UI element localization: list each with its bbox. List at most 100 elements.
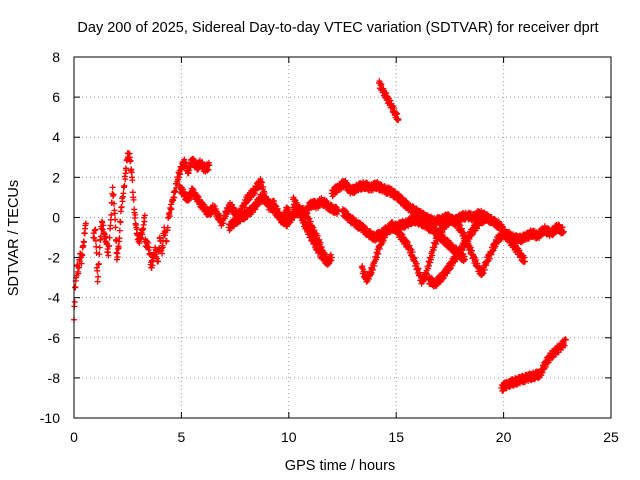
data-point-interp [411, 255, 418, 262]
data-point [146, 244, 153, 251]
data-point-interp [387, 97, 394, 104]
data-point [105, 252, 112, 259]
data-point-interp [416, 269, 423, 276]
data-point-interp [130, 196, 137, 203]
data-point-interp [136, 240, 143, 247]
data-point-interp [228, 201, 235, 208]
y-tick-label: 6 [52, 89, 60, 105]
data-point-interp [241, 204, 248, 211]
data-point-interp [145, 239, 152, 246]
data-point-interp [108, 211, 115, 218]
data-point-interp [81, 239, 88, 246]
data-point-interp [469, 231, 476, 238]
data-point-interp [112, 224, 119, 231]
data-point-interp [516, 247, 523, 254]
data-point-interp [341, 207, 348, 214]
data-point-interp [310, 224, 317, 231]
data-point-interp [92, 237, 99, 244]
data-point [141, 212, 148, 219]
data-point-interp [260, 184, 267, 191]
data-point-interp [467, 244, 474, 251]
data-point-interp [199, 158, 206, 165]
data-point-interp [409, 249, 416, 256]
data-point-interp [535, 374, 542, 381]
data-point-interp [233, 220, 240, 227]
x-tick-labels: 0 5 10 15 20 25 [70, 429, 619, 445]
data-point-interp [259, 179, 266, 186]
data-point-interp [106, 243, 113, 250]
data-point-interp [241, 216, 248, 223]
y-tick-labels: 8 6 4 2 0 -2 -4 -6 -8 -10 [40, 49, 60, 426]
y-tick-label: 0 [52, 209, 60, 225]
data-point-interp [491, 215, 498, 222]
data-point-interp [122, 176, 129, 183]
data-point-interp [404, 239, 411, 246]
chart-title: Day 200 of 2025, Sidereal Day-to-day VTE… [77, 20, 598, 36]
data-point-interp [499, 388, 506, 395]
data-point-interp [349, 214, 356, 221]
data-point-interp [116, 235, 123, 242]
data-point-interp [511, 239, 518, 246]
x-tick-label: 20 [496, 429, 512, 445]
data-point-interp [482, 211, 489, 218]
series-arc6 [290, 194, 331, 267]
data-point-interp [439, 229, 446, 236]
x-tick-label: 0 [70, 429, 78, 445]
data-point-interp [327, 251, 334, 258]
data-point-interp [159, 244, 166, 251]
data-point-interp [561, 342, 568, 349]
data-point-interp [394, 110, 401, 117]
data-point-interp [351, 189, 358, 196]
data-point-interp [185, 170, 192, 177]
data-point-interp [559, 224, 566, 231]
data-point-interp [297, 209, 304, 216]
data-point-interp [375, 250, 382, 257]
data-point-interp [164, 224, 171, 231]
data-point-interp [163, 237, 170, 244]
y-tick-label: -6 [48, 330, 61, 346]
data-point-interp [100, 222, 107, 229]
y-tick-label: 2 [52, 169, 60, 185]
x-axis-label: GPS time / hours [285, 458, 395, 474]
data-point-interp [427, 256, 434, 263]
data-point-interp [372, 237, 379, 244]
data-point [92, 226, 99, 233]
data-point-interp [284, 223, 291, 230]
data-point-interp [220, 220, 227, 227]
data-point-interp [211, 203, 218, 210]
data-point-interp [307, 218, 314, 225]
data-point-interp [252, 206, 259, 213]
data-point-interp [391, 105, 398, 112]
plot-frame [73, 56, 612, 419]
data-point-interp [542, 363, 549, 370]
data-point-interp [370, 266, 377, 273]
series-arc2 [90, 150, 148, 285]
data-point-interp [168, 205, 175, 212]
data-point-interp [134, 226, 141, 233]
data-point-interp [155, 258, 162, 265]
data-point-interp [304, 210, 311, 217]
x-tick-label: 15 [388, 429, 404, 445]
data-point-interp [95, 273, 102, 280]
data-point-interp [140, 221, 147, 228]
data-point-interp [141, 218, 148, 225]
data-point-interp [110, 191, 117, 198]
data-point-interp [433, 240, 440, 247]
data-point-interp [245, 197, 252, 204]
data-point-interp [116, 227, 123, 234]
data-point-interp [98, 225, 105, 232]
data-point-interp [115, 244, 122, 251]
series-arc10 [425, 211, 490, 290]
y-axis-label: SDTVAR / TECUs [6, 180, 22, 296]
data-point-interp [383, 90, 390, 97]
y-tick-label: -4 [48, 290, 61, 306]
data-point [395, 116, 402, 123]
data-point-interp [299, 212, 306, 219]
data-point [324, 258, 331, 265]
data-point [206, 162, 213, 169]
data-point-interp [117, 219, 124, 226]
data-point-interp [314, 232, 321, 239]
series-arc9 [358, 213, 529, 287]
data-point [96, 244, 103, 251]
data-point-interp [449, 262, 456, 269]
